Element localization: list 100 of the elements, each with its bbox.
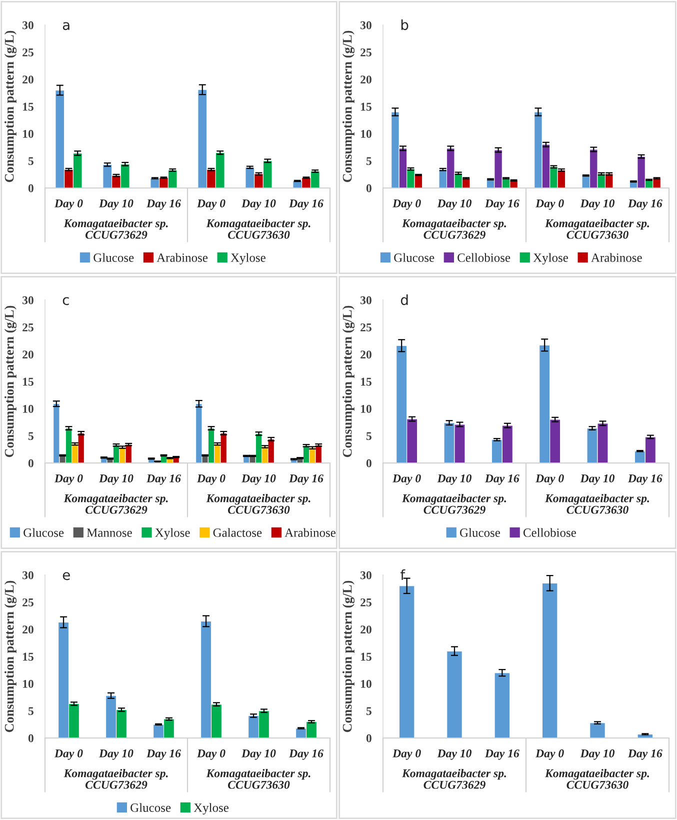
x-tick-label: Day 10 [437, 749, 472, 760]
x-tick-label: Day 16 [628, 199, 662, 210]
y-tick-label: 20 [22, 350, 34, 359]
y-tick-label: 20 [360, 626, 372, 634]
x-tick-label: Day 10 [98, 474, 134, 485]
legend-label: Glucose [130, 803, 171, 812]
chart-title: a [62, 22, 70, 30]
x-tick-label: Day 10 [580, 474, 615, 485]
y-tick-label: 30 [360, 296, 372, 304]
y-tick-label: 0 [28, 734, 34, 742]
y-tick-label: 30 [22, 21, 34, 30]
y-tick-label: 5 [366, 707, 372, 716]
y-axis-title: Consumption pattern (g/L) [342, 306, 355, 458]
y-tick-label: 10 [23, 680, 34, 688]
bar [494, 672, 510, 738]
x-tick-label: Day 10 [98, 749, 134, 760]
text: Komagataeibacter sp. CCUG73630 [544, 768, 650, 789]
text: Komagataeibacter sp. CCUG73629 [64, 494, 168, 514]
chart-title: e [62, 572, 70, 580]
legend-label: Xylose [533, 253, 568, 264]
x-tick-label: Day 10 [437, 199, 472, 210]
y-axis-title: Consumption pattern (g/L) [342, 580, 355, 732]
x-tick-label: Day 16 [484, 474, 520, 485]
y-tick-label: 10 [23, 404, 34, 413]
x-tick-label: Day 16 [628, 474, 662, 485]
legend-label: Glucose [24, 528, 64, 537]
y-tick-label: 0 [366, 184, 372, 192]
x-tick-label: Day 0 [196, 749, 226, 760]
y-tick-label: 20 [360, 76, 372, 84]
y-axis-title: Consumption pattern (g/L) [4, 580, 17, 732]
y-tick-label: 30 [360, 571, 372, 580]
x-tick-label: Day 16 [628, 749, 662, 760]
y-tick-label: 5 [366, 432, 372, 440]
text: Komagataeibacter sp. CCUG73629 [64, 218, 168, 239]
legend-label: Mannose [86, 528, 132, 537]
y-tick-label: 30 [22, 296, 34, 304]
legend-label: Xylose [194, 803, 229, 814]
x-tick-label: Day 0 [535, 474, 564, 485]
legend-label: Xylose [155, 528, 190, 540]
y-tick-label: 25 [22, 323, 34, 332]
y-tick-label: 0 [28, 459, 34, 468]
y-tick-label: 25 [22, 598, 34, 606]
y-tick-label: 20 [22, 626, 34, 634]
legend-label: Arabinose [284, 528, 336, 537]
y-tick-label: 25 [360, 598, 372, 606]
text: Komagataeibacter sp. CCUG73630 [206, 494, 310, 514]
x-tick-label: Day 16 [288, 749, 324, 760]
x-tick-label: Day 0 [535, 199, 564, 210]
y-tick-label: 30 [22, 571, 34, 580]
text: Komagataeibacter sp. CCUG73629 [402, 218, 506, 239]
x-tick-label: Day 10 [580, 749, 615, 760]
x-tick-label: Day 0 [392, 474, 421, 485]
chart-title: b [401, 19, 408, 30]
y-tick-label: 5 [28, 432, 34, 440]
y-tick-label: 25 [360, 48, 372, 56]
x-tick-label: Day 0 [196, 474, 226, 485]
x-tick-label: Day 0 [392, 199, 421, 210]
x-tick-label: Day 0 [392, 749, 421, 760]
text: Komagataeibacter sp. CCUG73630 [206, 218, 310, 239]
y-tick-label: 20 [360, 350, 372, 359]
text: Komagataeibacter sp. CCUG73629 [64, 768, 168, 789]
legend-label: Galactose [213, 528, 262, 537]
text: Komagataeibacter sp. CCUG73630 [206, 768, 310, 789]
x-tick-label: Day 10 [437, 474, 472, 485]
x-tick-label: Day 10 [98, 199, 134, 210]
x-tick-label: Day 16 [146, 474, 181, 485]
legend-label: Glucose [460, 528, 500, 537]
y-tick-label: 10 [361, 130, 372, 138]
x-tick-label: Day 0 [54, 199, 83, 210]
text: Komagataeibacter sp. CCUG73629 [402, 768, 506, 789]
y-tick-label: 10 [23, 130, 34, 138]
bar [590, 722, 606, 738]
legend-label: Glucose [94, 253, 134, 262]
x-tick-label: Day 0 [535, 749, 564, 760]
y-tick-label: 5 [28, 157, 34, 166]
y-tick-label: 10 [361, 680, 372, 688]
x-tick-label: Day 16 [146, 749, 181, 760]
bar [542, 582, 558, 738]
y-tick-label: 15 [361, 102, 372, 111]
y-tick-label: 5 [366, 157, 372, 166]
y-tick-label: 0 [366, 459, 372, 468]
y-axis-title: Consumption pattern (g/L) [4, 30, 17, 182]
bar [398, 586, 415, 738]
legend-label: Glucose [394, 253, 434, 262]
y-tick-label: 15 [23, 378, 34, 386]
x-tick-label: Day 16 [288, 199, 324, 210]
y-axis-title: Consumption pattern (g/L) [342, 30, 355, 182]
x-tick-label: Day 10 [241, 474, 276, 485]
y-tick-label: 0 [366, 734, 372, 742]
x-tick-label: Day 10 [241, 199, 276, 210]
legend-label: Arabinose [156, 253, 208, 262]
legend-label: Cellobiose [458, 253, 510, 262]
y-tick-label: 25 [22, 48, 34, 56]
y-tick-label: 20 [22, 76, 34, 84]
chart-title: f [400, 569, 406, 580]
y-tick-label: 15 [23, 652, 34, 661]
y-tick-label: 30 [360, 21, 372, 30]
x-tick-label: Day 10 [580, 199, 615, 210]
text: Komagataeibacter sp. CCUG73630 [544, 494, 650, 514]
x-tick-label: Day 16 [484, 749, 520, 760]
